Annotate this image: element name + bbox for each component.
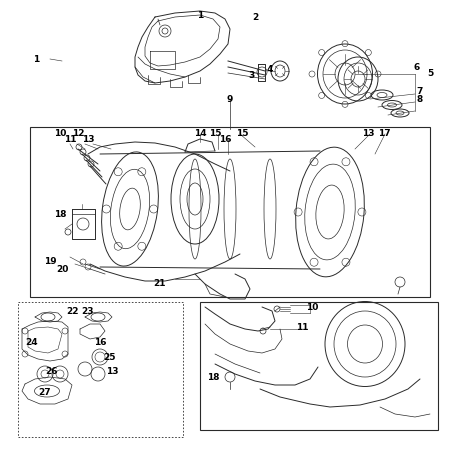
Text: 11: 11 [64, 135, 76, 144]
Text: 10: 10 [54, 128, 66, 137]
Text: 2: 2 [252, 13, 257, 22]
Text: 18: 18 [206, 373, 219, 382]
Text: 1: 1 [196, 11, 203, 19]
Text: 21: 21 [153, 278, 166, 287]
Text: 11: 11 [295, 323, 308, 332]
Text: 3: 3 [248, 70, 255, 79]
Bar [18, 302, 183, 437]
Text: 5: 5 [426, 68, 432, 77]
Text: 15: 15 [208, 128, 221, 137]
Text: 16: 16 [94, 338, 106, 347]
Text: 4: 4 [266, 65, 273, 74]
Bar [30, 128, 429, 297]
Bar [200, 302, 437, 430]
Text: 13: 13 [106, 367, 118, 375]
Text: 17: 17 [377, 128, 390, 137]
Text: 16: 16 [218, 135, 231, 144]
Text: 13: 13 [361, 128, 374, 137]
Text: 7: 7 [416, 87, 422, 96]
Text: 1: 1 [33, 56, 39, 64]
Text: 15: 15 [235, 128, 248, 137]
Text: 14: 14 [193, 128, 206, 137]
Text: 22: 22 [67, 307, 79, 316]
Text: 9: 9 [226, 95, 233, 104]
Text: 8: 8 [416, 95, 422, 104]
Text: 20: 20 [56, 265, 68, 274]
Text: 6: 6 [413, 63, 419, 73]
Text: 13: 13 [82, 135, 94, 144]
Text: 25: 25 [104, 353, 116, 362]
Text: 24: 24 [26, 338, 38, 347]
Text: 10: 10 [305, 303, 318, 312]
Text: 12: 12 [72, 128, 84, 137]
Text: 19: 19 [44, 257, 56, 266]
Text: 23: 23 [82, 307, 94, 316]
Text: 26: 26 [45, 367, 58, 375]
Text: 27: 27 [39, 388, 51, 397]
Text: 18: 18 [54, 210, 66, 219]
